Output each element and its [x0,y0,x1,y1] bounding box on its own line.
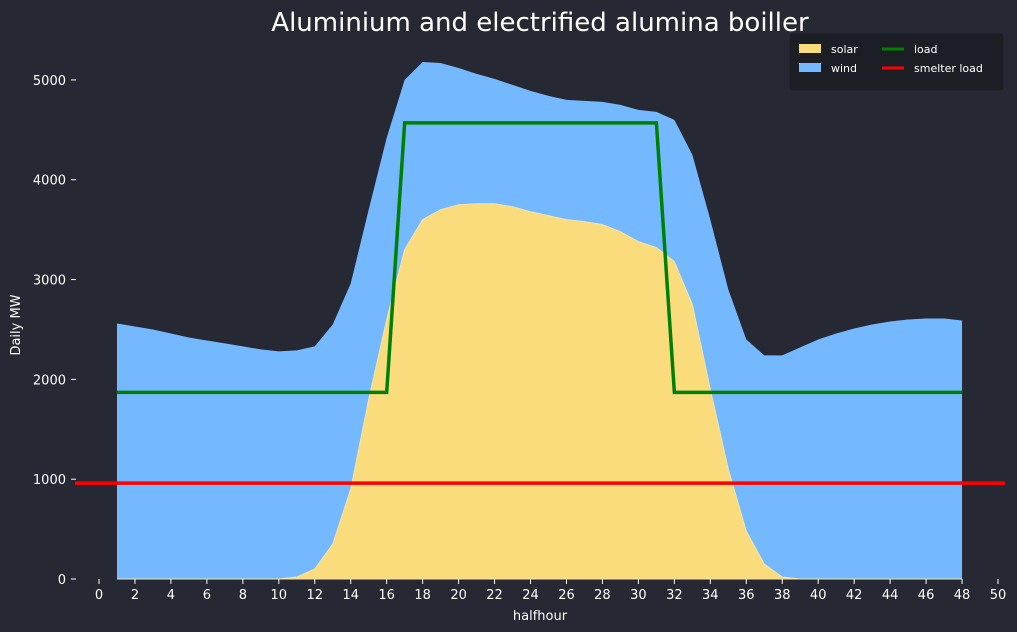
x-tick-label: 8 [239,588,247,603]
y-axis-label: Daily MW [9,294,24,355]
legend-label-load: load [914,43,938,56]
x-tick-label: 6 [203,588,211,603]
y-tick-label: 3000 [33,274,66,289]
x-tick-label: 36 [738,588,755,603]
legend-swatch-wind [799,63,821,72]
x-tick-label: 38 [774,588,791,603]
x-tick-label: 20 [450,588,467,603]
x-tick-label: 12 [306,588,323,603]
y-tick-label: 0 [58,573,66,588]
x-tick-label: 30 [630,588,647,603]
chart-title: Aluminium and electrified alumina boille… [271,8,809,38]
plot-lines [75,121,1005,485]
legend-box [789,33,1004,91]
x-tick-label: 2 [131,588,139,603]
x-tick-label: 18 [414,588,431,603]
x-tick-label: 22 [486,588,503,603]
x-axis: 0 2 4 6 8 10 12 14 16 18 20 22 24 26 28 30 32 34 36 38 40 42 4… [95,579,1006,603]
line-load [116,121,963,395]
x-tick-label: 14 [342,588,359,603]
x-tick-label: 26 [558,588,575,603]
x-tick-label: 24 [522,588,539,603]
x-tick-label: 4 [167,588,175,603]
x-tick-label: 16 [378,588,395,603]
legend-label-solar: solar [831,43,858,56]
x-axis-label: halfhour [513,609,568,624]
y-tick-label: 2000 [33,373,66,388]
legend: solar wind load smelter load [789,33,1004,91]
legend-swatch-solar [799,44,821,53]
y-tick-label: 4000 [33,174,66,189]
x-tick-label: 34 [702,588,719,603]
x-tick-label: 0 [95,588,103,603]
y-tick-label: 1000 [33,473,66,488]
y-axis: 0 1000 2000 3000 4000 5000 [33,74,76,588]
x-tick-label: 44 [882,588,899,603]
area-solar [116,203,963,580]
x-tick-label: 48 [954,588,971,603]
x-tick-label: 10 [271,588,288,603]
plot-areas [116,61,963,580]
x-tick-label: 32 [666,588,683,603]
x-tick-label: 40 [810,588,827,603]
legend-label-wind: wind [831,62,857,75]
legend-label-smelter-load: smelter load [914,62,983,75]
x-tick-label: 42 [846,588,863,603]
x-tick-label: 50 [990,588,1007,603]
x-tick-label: 46 [918,588,935,603]
y-tick-label: 5000 [33,74,66,89]
x-tick-label: 28 [594,588,611,603]
